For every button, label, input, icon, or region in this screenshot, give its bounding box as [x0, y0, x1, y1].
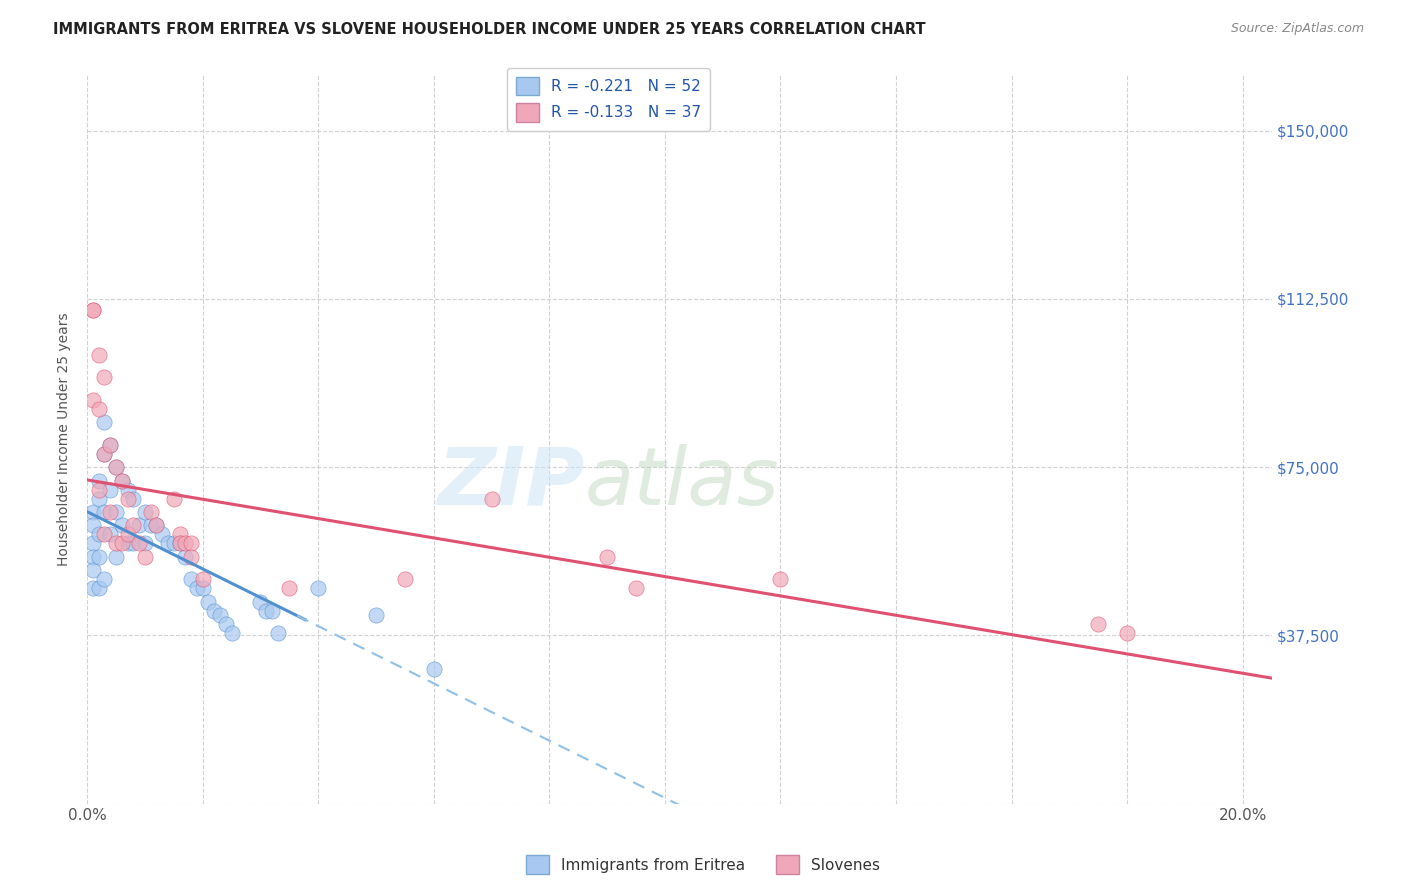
Point	[169, 527, 191, 541]
Point	[180, 549, 202, 564]
Point	[117, 491, 139, 506]
Point	[111, 474, 134, 488]
Point	[111, 474, 134, 488]
Point	[98, 483, 121, 497]
Point	[174, 549, 197, 564]
Point	[134, 505, 156, 519]
Point	[163, 491, 186, 506]
Point	[105, 549, 128, 564]
Point	[87, 348, 110, 362]
Point	[169, 536, 191, 550]
Point	[98, 438, 121, 452]
Point	[254, 604, 277, 618]
Y-axis label: Householder Income Under 25 years: Householder Income Under 25 years	[58, 312, 72, 566]
Point	[157, 536, 180, 550]
Point	[260, 604, 283, 618]
Point	[249, 595, 271, 609]
Legend: R = -0.221   N = 52, R = -0.133   N = 37: R = -0.221 N = 52, R = -0.133 N = 37	[506, 68, 710, 131]
Point	[307, 582, 329, 596]
Point	[481, 491, 503, 506]
Point	[117, 483, 139, 497]
Point	[105, 536, 128, 550]
Point	[93, 572, 115, 586]
Point	[134, 536, 156, 550]
Point	[82, 536, 104, 550]
Point	[139, 518, 162, 533]
Point	[394, 572, 416, 586]
Point	[87, 474, 110, 488]
Point	[87, 582, 110, 596]
Legend: Immigrants from Eritrea, Slovenes: Immigrants from Eritrea, Slovenes	[520, 849, 886, 880]
Point	[93, 447, 115, 461]
Point	[169, 536, 191, 550]
Text: IMMIGRANTS FROM ERITREA VS SLOVENE HOUSEHOLDER INCOME UNDER 25 YEARS CORRELATION: IMMIGRANTS FROM ERITREA VS SLOVENE HOUSE…	[53, 22, 927, 37]
Point	[82, 518, 104, 533]
Point	[98, 438, 121, 452]
Point	[82, 303, 104, 318]
Point	[1087, 617, 1109, 632]
Point	[93, 415, 115, 429]
Point	[98, 505, 121, 519]
Point	[145, 518, 167, 533]
Point	[82, 505, 104, 519]
Point	[87, 483, 110, 497]
Point	[624, 582, 647, 596]
Point	[93, 370, 115, 384]
Text: ZIP: ZIP	[437, 444, 585, 522]
Point	[769, 572, 792, 586]
Point	[93, 527, 115, 541]
Point	[87, 491, 110, 506]
Point	[93, 447, 115, 461]
Point	[128, 518, 150, 533]
Point	[215, 617, 238, 632]
Point	[174, 536, 197, 550]
Point	[186, 582, 208, 596]
Point	[364, 608, 387, 623]
Point	[197, 595, 219, 609]
Point	[191, 582, 214, 596]
Point	[128, 536, 150, 550]
Point	[82, 303, 104, 318]
Point	[82, 582, 104, 596]
Point	[596, 549, 619, 564]
Point	[122, 491, 145, 506]
Point	[122, 536, 145, 550]
Point	[98, 527, 121, 541]
Text: Source: ZipAtlas.com: Source: ZipAtlas.com	[1230, 22, 1364, 36]
Point	[202, 604, 225, 618]
Point	[87, 527, 110, 541]
Point	[180, 536, 202, 550]
Point	[267, 626, 290, 640]
Point	[145, 518, 167, 533]
Text: atlas: atlas	[585, 444, 779, 522]
Point	[111, 518, 134, 533]
Point	[105, 460, 128, 475]
Point	[191, 572, 214, 586]
Point	[134, 549, 156, 564]
Point	[111, 536, 134, 550]
Point	[180, 572, 202, 586]
Point	[82, 549, 104, 564]
Point	[139, 505, 162, 519]
Point	[278, 582, 301, 596]
Point	[209, 608, 232, 623]
Point	[221, 626, 243, 640]
Point	[163, 536, 186, 550]
Point	[122, 518, 145, 533]
Point	[105, 505, 128, 519]
Point	[150, 527, 173, 541]
Point	[423, 662, 446, 676]
Point	[93, 505, 115, 519]
Point	[117, 536, 139, 550]
Point	[82, 563, 104, 577]
Point	[87, 401, 110, 416]
Point	[105, 460, 128, 475]
Point	[117, 527, 139, 541]
Point	[1116, 626, 1139, 640]
Point	[87, 549, 110, 564]
Point	[82, 392, 104, 407]
